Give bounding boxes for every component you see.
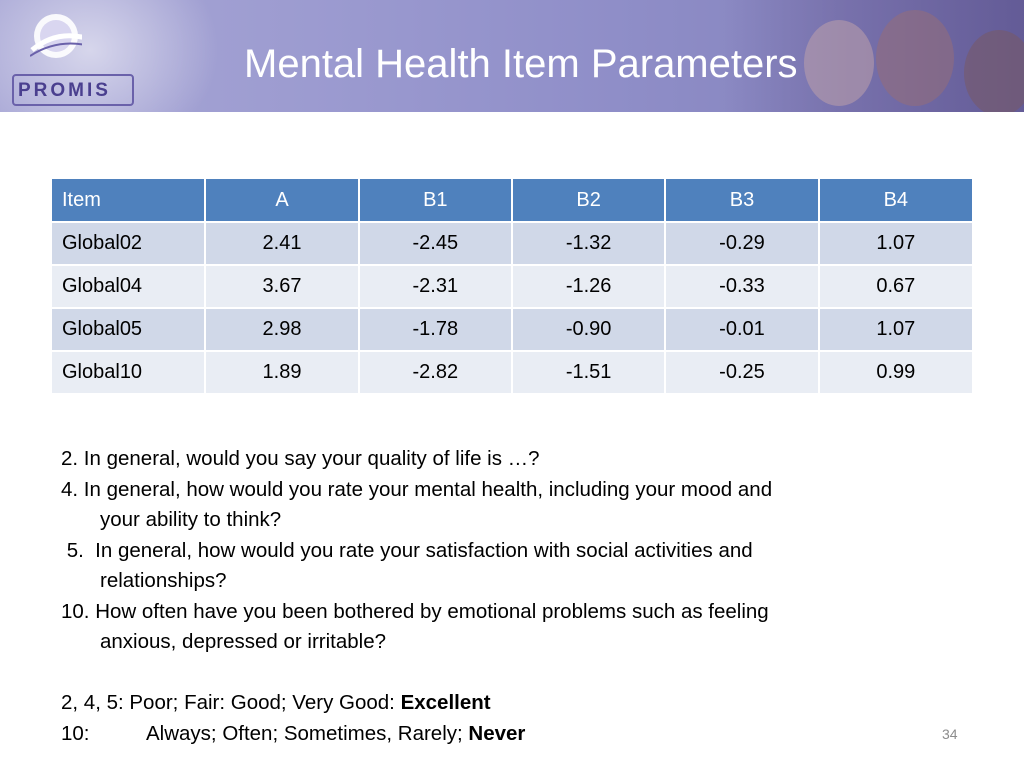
question-4: 4. In general, how would you rate your m… (61, 477, 773, 501)
table-cell: 0.67 (818, 264, 972, 308)
table-cell: 0.99 (818, 350, 972, 393)
scale-text-bold: Never (468, 721, 526, 745)
table-cell: 2.41 (205, 221, 360, 265)
table-cell: -0.01 (665, 307, 820, 351)
photo-person (876, 10, 954, 106)
table-cell: -2.31 (358, 264, 513, 308)
table-cell: -2.45 (358, 221, 513, 265)
table-row: Global04 3.67 -2.31 -1.26 -0.33 0.67 (52, 264, 972, 308)
table-cell: -0.90 (511, 307, 667, 351)
column-header: A (205, 179, 360, 222)
question-10: 10. How often have you been bothered by … (61, 599, 769, 623)
question-4-continued: your ability to think? (100, 508, 282, 531)
table-row: Global05 2.98 -1.78 -0.90 -0.01 1.07 (52, 307, 972, 351)
scale-label: 10: (61, 721, 90, 745)
photo-person (804, 20, 874, 106)
column-header: B1 (358, 179, 513, 222)
page-number: 34 (942, 726, 958, 742)
promis-logo-icon (30, 14, 82, 58)
table-cell: -1.26 (511, 264, 667, 308)
table-cell: -1.32 (511, 221, 667, 265)
table-cell: Global02 (52, 221, 207, 265)
question-10-continued: anxious, depressed or irritable? (100, 630, 387, 653)
photo-person (964, 30, 1024, 112)
logo-frame (12, 74, 134, 106)
question-5-continued: relationships? (100, 569, 227, 592)
table-cell: 2.98 (205, 307, 360, 351)
question-2: 2. In general, would you say your qualit… (61, 447, 540, 470)
banner-photo (724, 0, 1024, 112)
promis-logo: PROMIS (12, 10, 136, 106)
response-scale-1: 2, 4, 5: Poor; Fair: Good; Very Good: Ex… (61, 688, 991, 719)
table-cell: 1.89 (205, 350, 360, 393)
item-parameters-table: Item A B1 B2 B3 B4 Global02 2.41 -2.45 -… (52, 179, 972, 393)
header-banner: PROMIS Mental Health Item Parameters (0, 0, 1024, 112)
column-header: B3 (665, 179, 820, 222)
response-scale-2: 10: Always; Often; Sometimes, Rarely; Nev… (61, 719, 991, 750)
table-row: Global02 2.41 -2.45 -1.32 -0.29 1.07 (52, 221, 972, 265)
table-cell: Global10 (52, 350, 207, 393)
table-cell: Global05 (52, 307, 207, 351)
table-cell: -2.82 (358, 350, 513, 393)
table-cell: -1.51 (511, 350, 667, 393)
table-cell: -1.78 (358, 307, 513, 351)
scale-text: Always; Often; Sometimes, Rarely; (146, 721, 469, 745)
column-header: B2 (511, 179, 667, 222)
table-cell: 1.07 (818, 307, 972, 351)
slide-title: Mental Health Item Parameters (244, 42, 798, 86)
table-cell: 1.07 (818, 221, 972, 265)
column-header: B4 (818, 179, 972, 222)
scale-text-bold: Excellent (400, 691, 491, 714)
scale-text: 2, 4, 5: Poor; Fair: Good; Very Good: (61, 691, 401, 714)
table-cell: -0.25 (665, 350, 820, 393)
table-cell: -0.29 (665, 221, 820, 265)
column-header: Item (52, 179, 207, 222)
question-5: 5. In general, how would you rate your s… (61, 538, 753, 562)
question-list: 2. In general, would you say your qualit… (61, 444, 991, 749)
logo-wordmark: PROMIS (18, 80, 111, 101)
table-header-row: Item A B1 B2 B3 B4 (52, 179, 972, 222)
table-cell: -0.33 (665, 264, 820, 308)
table-cell: Global04 (52, 264, 207, 308)
banner-glow (0, 0, 220, 112)
table-cell: 3.67 (205, 264, 360, 308)
spacer (61, 658, 991, 689)
table-row: Global10 1.89 -2.82 -1.51 -0.25 0.99 (52, 350, 972, 393)
